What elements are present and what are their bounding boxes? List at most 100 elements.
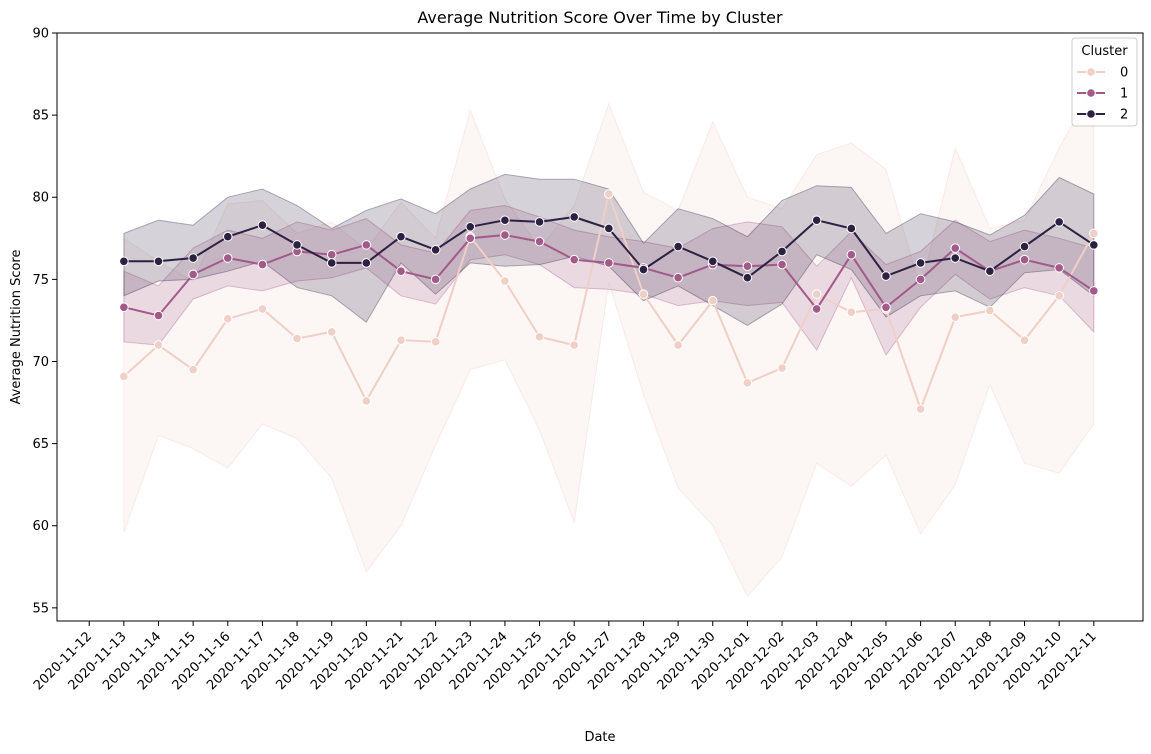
data-point-cluster-1 <box>153 310 164 321</box>
data-point-cluster-0 <box>396 335 406 345</box>
data-point-cluster-1 <box>846 249 857 260</box>
y-tick-label: 80 <box>32 191 49 206</box>
y-tick-label: 85 <box>32 109 49 124</box>
data-point-cluster-2 <box>846 223 857 234</box>
data-point-cluster-2 <box>985 266 995 276</box>
data-point-cluster-0 <box>222 313 233 324</box>
data-point-cluster-0 <box>1054 290 1064 301</box>
data-point-cluster-1 <box>500 230 510 240</box>
data-point-cluster-0 <box>985 305 995 316</box>
chart-title: Average Nutrition Score Over Time by Clu… <box>417 8 783 27</box>
y-tick-label: 65 <box>32 437 49 452</box>
data-point-cluster-2 <box>638 264 649 275</box>
legend-marker-cluster-1 <box>1086 88 1096 98</box>
data-point-cluster-0 <box>1089 228 1099 239</box>
data-point-cluster-2 <box>742 272 753 283</box>
data-point-cluster-2 <box>1054 217 1064 227</box>
data-point-cluster-2 <box>811 215 822 226</box>
data-point-cluster-0 <box>950 312 961 322</box>
data-point-cluster-0 <box>326 327 337 337</box>
data-point-cluster-2 <box>153 256 164 267</box>
data-point-cluster-1 <box>569 254 579 265</box>
series-markers <box>119 189 1099 414</box>
data-point-cluster-2 <box>881 271 891 281</box>
data-point-cluster-1 <box>881 302 891 313</box>
data-point-cluster-2 <box>292 240 302 250</box>
y-axis-title: Average Nutrition Score <box>9 250 24 405</box>
data-point-cluster-1 <box>326 249 337 260</box>
data-point-cluster-1 <box>673 272 683 283</box>
data-point-cluster-0 <box>742 378 753 388</box>
data-point-cluster-2 <box>569 212 579 222</box>
data-point-cluster-2 <box>119 256 129 267</box>
data-point-cluster-2 <box>950 253 961 263</box>
data-point-cluster-2 <box>777 246 787 257</box>
data-point-cluster-0 <box>811 289 822 299</box>
ci-band-cluster-2 <box>123 173 1095 326</box>
data-point-cluster-0 <box>707 295 718 306</box>
legend-marker-cluster-0 <box>1086 67 1096 77</box>
data-point-cluster-0 <box>673 340 683 350</box>
data-point-cluster-2 <box>188 253 198 263</box>
data-point-cluster-1 <box>257 259 268 270</box>
data-point-cluster-0 <box>153 340 164 350</box>
data-point-cluster-0 <box>430 336 441 347</box>
data-point-cluster-2 <box>1019 241 1030 252</box>
data-point-cluster-1 <box>915 274 926 285</box>
data-point-cluster-1 <box>222 253 233 263</box>
data-point-cluster-1 <box>604 258 614 268</box>
legend-label-cluster-1: 1 <box>1120 87 1128 102</box>
data-point-cluster-2 <box>604 223 614 234</box>
data-point-cluster-1 <box>1054 263 1064 273</box>
data-point-cluster-2 <box>500 215 510 226</box>
data-point-cluster-2 <box>1089 240 1099 250</box>
data-point-cluster-2 <box>396 231 406 242</box>
data-point-cluster-0 <box>638 289 649 299</box>
data-point-cluster-0 <box>257 304 268 314</box>
legend-marker-cluster-2 <box>1086 109 1096 119</box>
data-point-cluster-0 <box>604 189 614 199</box>
y-tick-label: 55 <box>32 601 49 616</box>
data-point-cluster-2 <box>222 231 233 242</box>
legend-title: Cluster <box>1081 44 1128 59</box>
data-point-cluster-2 <box>430 245 441 255</box>
legend: Cluster 0 1 2 <box>1071 37 1138 127</box>
ci-band-cluster-0 <box>123 83 1095 598</box>
y-tick-label: 70 <box>32 355 49 370</box>
data-point-cluster-0 <box>534 332 545 342</box>
data-point-cluster-2 <box>534 217 545 227</box>
data-point-cluster-0 <box>361 396 372 406</box>
data-point-cluster-1 <box>811 304 822 314</box>
data-point-cluster-2 <box>673 241 683 252</box>
data-point-cluster-2 <box>465 222 476 232</box>
x-axis-title: Date <box>584 730 615 745</box>
data-point-cluster-1 <box>950 243 961 253</box>
y-axis: 55 60 65 70 75 80 85 90 <box>32 27 57 616</box>
data-point-cluster-2 <box>915 258 926 268</box>
data-point-cluster-0 <box>292 333 302 344</box>
data-point-cluster-1 <box>742 261 753 272</box>
data-point-cluster-0 <box>119 371 129 382</box>
y-tick-label: 90 <box>32 27 49 42</box>
plot-frame <box>56 32 1144 622</box>
data-point-cluster-1 <box>188 269 198 280</box>
data-point-cluster-0 <box>188 364 198 375</box>
data-point-cluster-0 <box>915 404 926 414</box>
data-point-cluster-0 <box>777 363 787 373</box>
data-point-cluster-2 <box>361 258 372 268</box>
data-point-cluster-2 <box>257 220 268 230</box>
legend-label-cluster-0: 0 <box>1120 66 1128 81</box>
legend-box <box>1071 37 1138 127</box>
data-point-cluster-1 <box>430 274 441 285</box>
y-tick-label: 75 <box>32 273 49 288</box>
data-point-cluster-2 <box>326 258 337 268</box>
data-point-cluster-0 <box>569 340 579 350</box>
data-point-cluster-0 <box>500 276 510 286</box>
data-point-cluster-2 <box>707 256 718 267</box>
data-point-cluster-1 <box>1089 286 1099 296</box>
legend-label-cluster-2: 2 <box>1120 108 1128 123</box>
data-point-cluster-0 <box>846 307 857 318</box>
data-point-cluster-1 <box>1019 254 1030 265</box>
